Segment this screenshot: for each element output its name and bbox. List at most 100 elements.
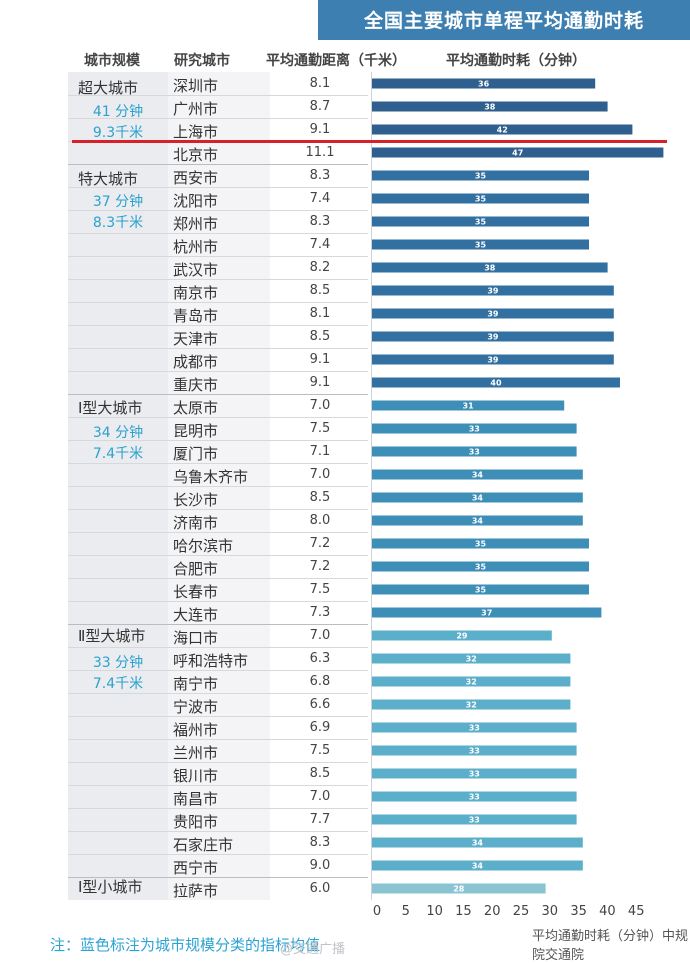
highlight-line bbox=[72, 140, 667, 143]
commute-distance: 6.9 bbox=[309, 720, 331, 735]
row-divider bbox=[68, 210, 368, 211]
city-name: 广州市 bbox=[173, 100, 219, 118]
commute-distance: 9.1 bbox=[309, 352, 331, 367]
row-divider bbox=[68, 348, 368, 349]
city-name: 郑州市 bbox=[173, 215, 219, 233]
group-name: Ⅰ型小城市 bbox=[78, 878, 143, 896]
city-name: 青岛市 bbox=[173, 307, 219, 325]
row-divider bbox=[68, 279, 368, 280]
header-distance: 平均通勤距离（千米） bbox=[266, 53, 406, 69]
row-divider bbox=[68, 601, 368, 602]
bar bbox=[372, 331, 614, 342]
commute-distance: 7.0 bbox=[309, 398, 331, 413]
city-name: 上海市 bbox=[173, 123, 219, 141]
commute-distance: 6.3 bbox=[309, 651, 331, 666]
city-name: 合肥市 bbox=[173, 560, 219, 578]
bar bbox=[372, 607, 602, 618]
bar bbox=[372, 860, 583, 871]
bar-value-label: 29 bbox=[456, 632, 468, 641]
group-avg-distance: 7.4千米 bbox=[92, 446, 144, 462]
bar bbox=[372, 101, 608, 112]
x-tick-label: 15 bbox=[455, 904, 472, 919]
commute-distance: 9.0 bbox=[309, 858, 331, 873]
city-name: 厦门市 bbox=[173, 445, 219, 463]
commute-distance: 7.0 bbox=[309, 789, 331, 804]
bar-value-label: 47 bbox=[512, 149, 523, 158]
commute-distance: 8.2 bbox=[309, 260, 331, 275]
group-name: Ⅰ型大城市 bbox=[78, 399, 143, 417]
row-divider bbox=[68, 394, 368, 395]
city-name: 南宁市 bbox=[173, 675, 219, 693]
commute-distance: 7.3 bbox=[309, 605, 331, 620]
bar-value-label: 35 bbox=[475, 241, 487, 250]
commute-distance: 11.1 bbox=[305, 145, 335, 160]
city-name: 重庆市 bbox=[173, 376, 219, 394]
row-divider bbox=[68, 532, 368, 533]
row-divider bbox=[68, 256, 368, 257]
bar bbox=[372, 561, 589, 572]
row-divider bbox=[68, 578, 368, 579]
row-divider bbox=[68, 164, 368, 165]
row-divider bbox=[68, 440, 368, 441]
commute-distance: 8.7 bbox=[309, 99, 331, 114]
bar-value-label: 38 bbox=[484, 103, 496, 112]
commute-distance: 9.1 bbox=[309, 122, 331, 137]
bar bbox=[372, 216, 589, 227]
bar-value-label: 35 bbox=[475, 195, 487, 204]
bar bbox=[372, 262, 608, 273]
bar-baseline bbox=[371, 72, 372, 900]
bar bbox=[372, 469, 583, 480]
commute-distance: 8.5 bbox=[309, 283, 331, 298]
commute-distance: 7.2 bbox=[309, 559, 331, 574]
chart-title: 全国主要城市单程平均通勤时耗 bbox=[363, 10, 644, 32]
bar bbox=[372, 745, 577, 756]
group-name: Ⅱ型大城市 bbox=[78, 627, 146, 645]
bar-value-label: 35 bbox=[475, 172, 487, 181]
city-name: 兰州市 bbox=[173, 744, 219, 762]
city-name: 哈尔滨市 bbox=[173, 537, 234, 555]
bar-value-label: 40 bbox=[490, 379, 502, 388]
group-avg-distance: 8.3千米 bbox=[92, 215, 144, 231]
city-name: 天津市 bbox=[173, 330, 219, 348]
bar-value-label: 34 bbox=[472, 862, 484, 871]
bar-value-label: 33 bbox=[469, 793, 480, 802]
city-name: 武汉市 bbox=[173, 261, 219, 279]
row-divider bbox=[68, 670, 368, 671]
commute-distance: 8.3 bbox=[309, 168, 331, 183]
row-divider bbox=[68, 693, 368, 694]
bar-value-label: 35 bbox=[475, 563, 487, 572]
row-divider bbox=[68, 463, 368, 464]
city-name: 济南市 bbox=[173, 514, 219, 532]
row-divider bbox=[68, 739, 368, 740]
commute-distance: 8.1 bbox=[309, 306, 331, 321]
row-divider bbox=[68, 647, 368, 648]
x-tick-label: 20 bbox=[484, 904, 501, 919]
row-divider bbox=[68, 233, 368, 234]
row-divider bbox=[68, 509, 368, 510]
city-name: 南京市 bbox=[173, 284, 219, 302]
row-divider bbox=[68, 325, 368, 326]
city-name: 乌鲁木齐市 bbox=[173, 468, 249, 486]
bar bbox=[372, 492, 583, 503]
bar-value-label: 34 bbox=[472, 494, 484, 503]
commute-distance: 7.2 bbox=[309, 536, 331, 551]
title-banner: 全国主要城市单程平均通勤时耗 bbox=[318, 0, 690, 40]
commute-distance: 7.5 bbox=[309, 743, 331, 758]
bar bbox=[372, 354, 614, 365]
bar-value-label: 37 bbox=[481, 609, 492, 618]
bar-value-label: 39 bbox=[487, 333, 499, 342]
bar bbox=[372, 699, 571, 710]
row-divider bbox=[68, 877, 368, 878]
header-time: 平均通勤时耗（分钟） bbox=[446, 53, 586, 69]
commute-distance: 7.5 bbox=[309, 421, 331, 436]
bar-value-label: 38 bbox=[484, 264, 496, 273]
x-tick-label: 10 bbox=[426, 904, 443, 919]
bar bbox=[372, 814, 577, 825]
bar-value-label: 36 bbox=[478, 80, 490, 89]
bar bbox=[372, 676, 571, 687]
bar bbox=[372, 308, 614, 319]
bar bbox=[372, 239, 589, 250]
bar bbox=[372, 193, 589, 204]
commute-distance: 6.6 bbox=[309, 697, 331, 712]
